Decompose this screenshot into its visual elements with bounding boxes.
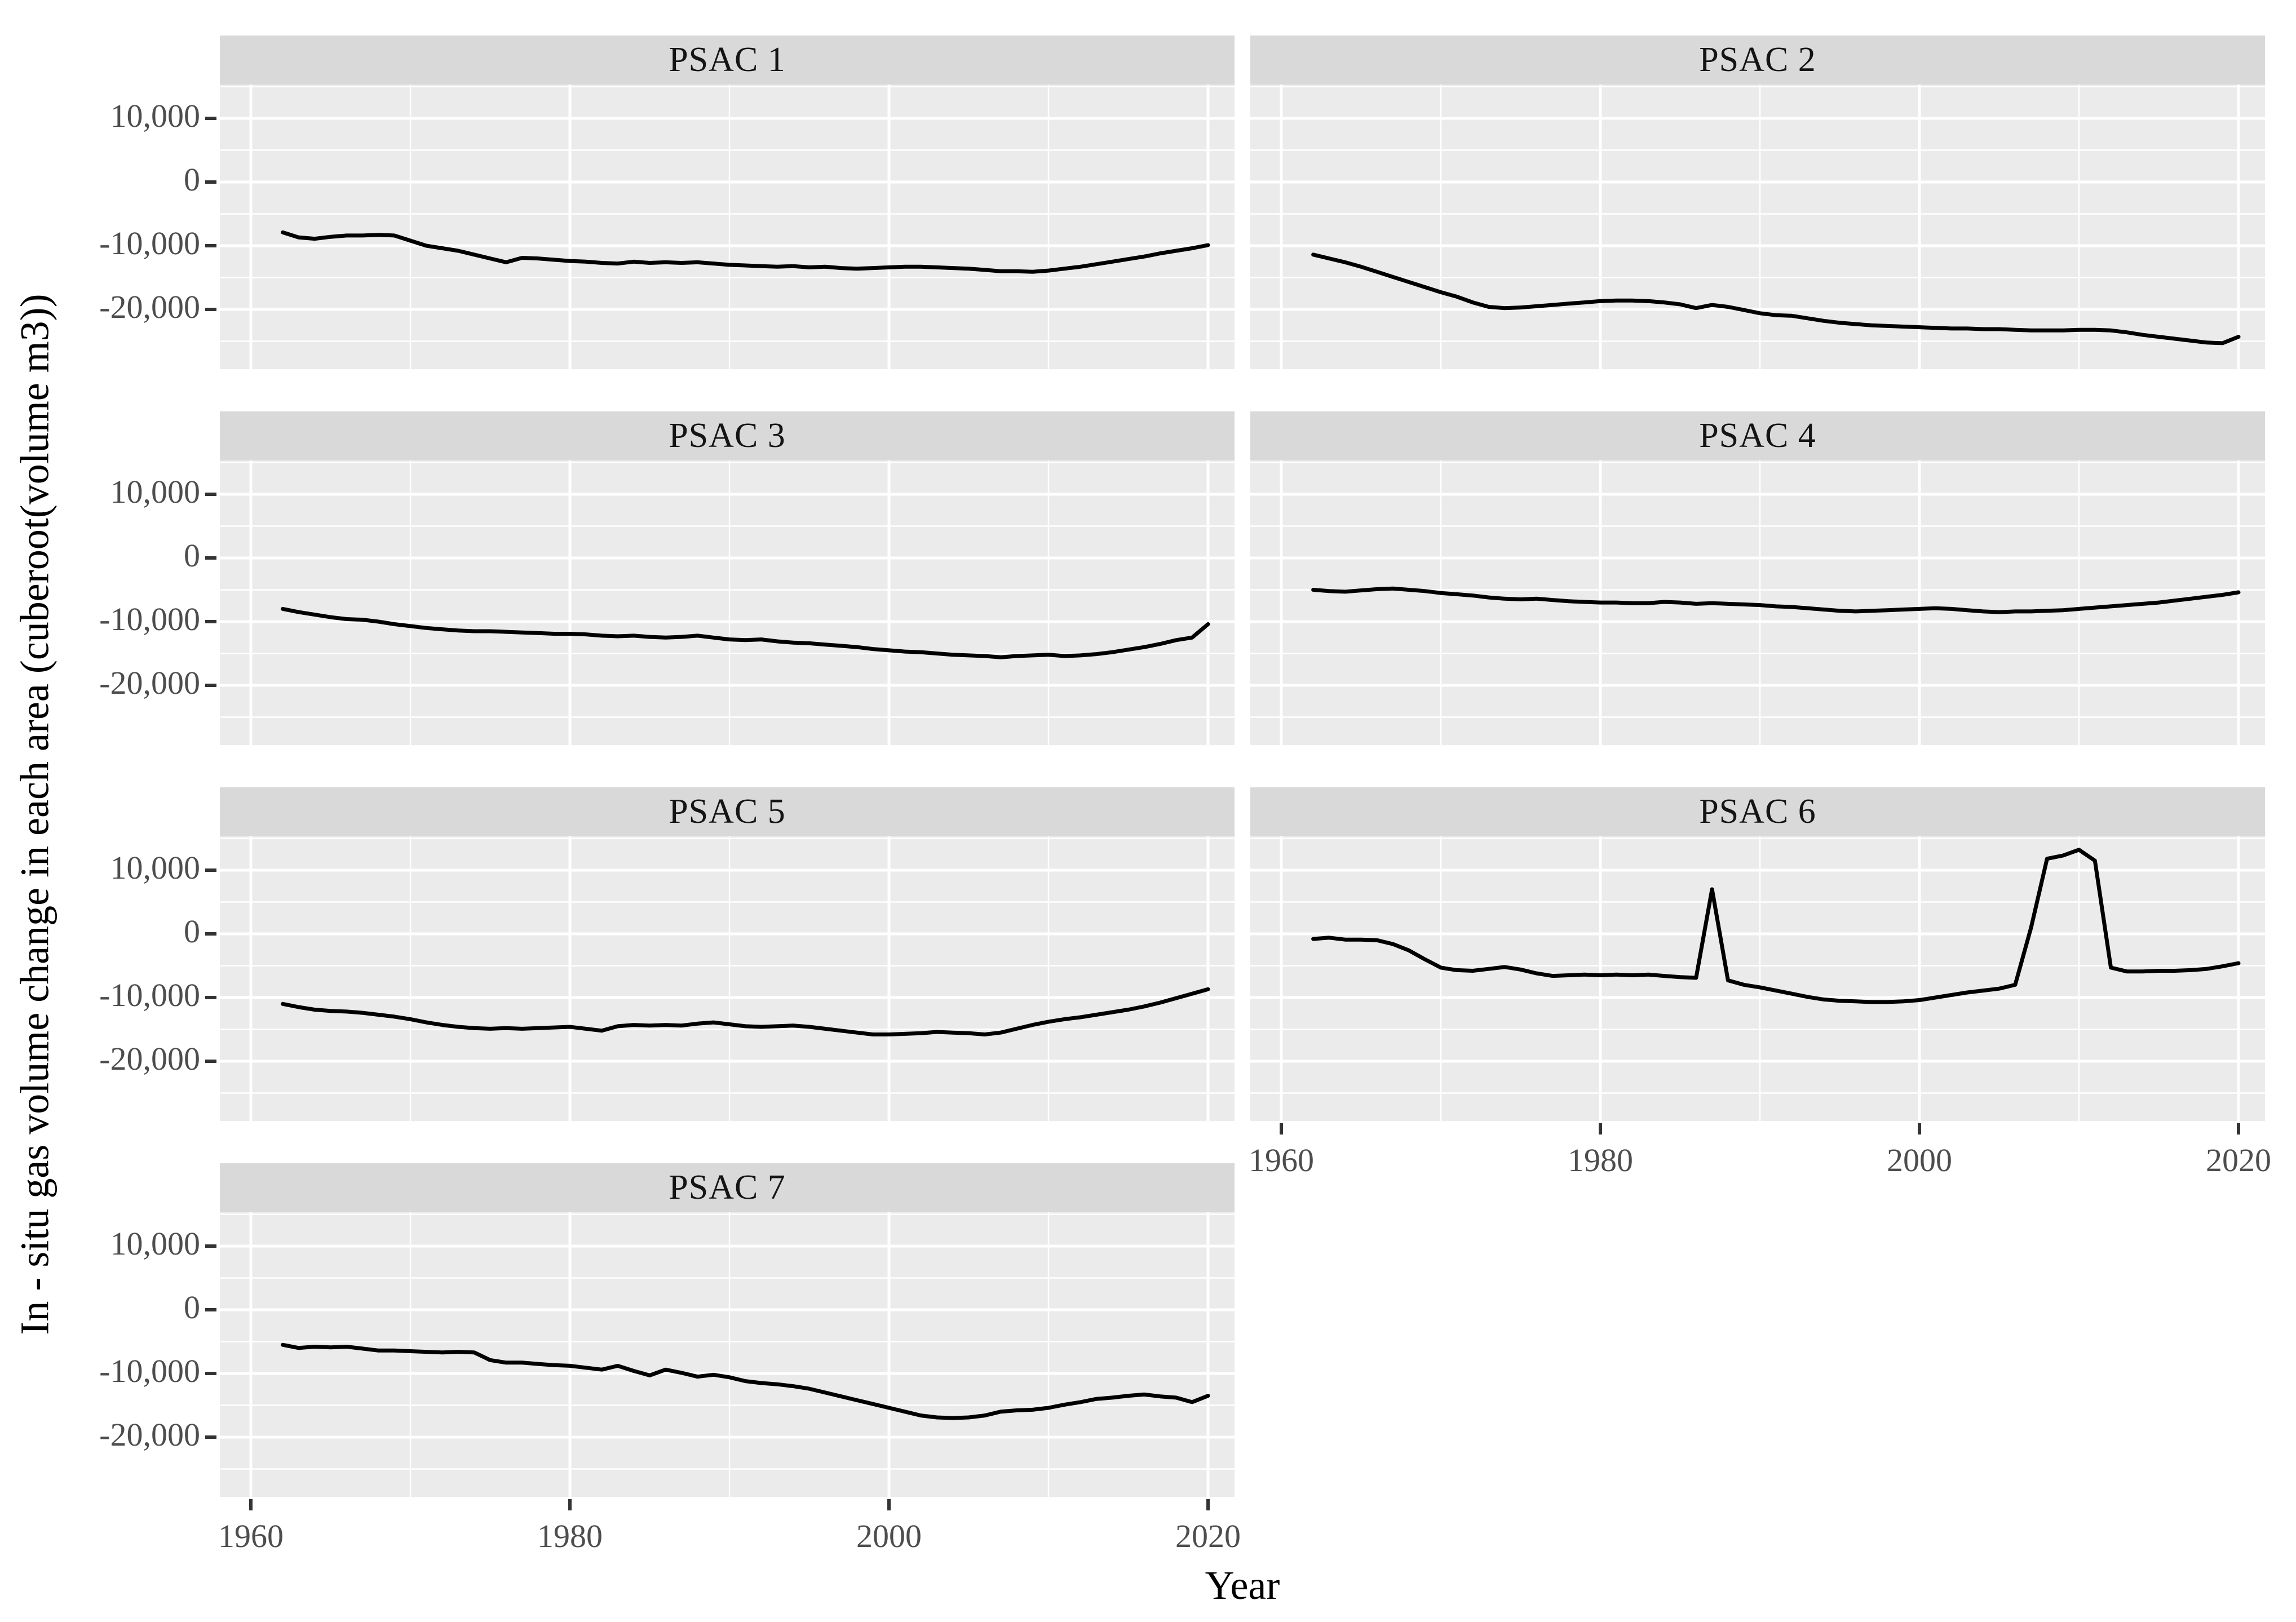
y-tick-mark (205, 1308, 216, 1311)
facet-panel-5 (220, 836, 1235, 1121)
y-tick-label: -10,000 (99, 977, 200, 1013)
y-tick-mark (205, 932, 216, 936)
y-tick-mark (205, 684, 216, 687)
x-tick-label: 2020 (2206, 1142, 2271, 1178)
x-tick-mark (568, 1499, 572, 1510)
facet-strip: PSAC 7 (220, 1163, 1235, 1212)
y-tick-mark (205, 1372, 216, 1375)
panel-background (1250, 836, 2265, 1121)
x-tick-mark (249, 1499, 253, 1510)
facet-strip: PSAC 6 (1250, 787, 2265, 836)
y-tick-label: 0 (184, 161, 200, 198)
y-tick-label: -10,000 (99, 601, 200, 637)
panel-background (220, 1212, 1235, 1497)
facet-strip: PSAC 2 (1250, 36, 2265, 85)
y-tick-label: 10,000 (110, 98, 201, 134)
series-line-psac-1 (281, 230, 1210, 274)
y-tick-mark (205, 244, 216, 247)
series-line-psac-3 (281, 606, 1210, 659)
y-tick-label: 0 (184, 1289, 200, 1326)
y-tick-mark (205, 996, 216, 999)
y-tick-mark (205, 556, 216, 560)
facet-strip: PSAC 4 (1250, 411, 2265, 460)
x-tick-label: 1960 (1249, 1142, 1314, 1178)
panel-background (1250, 460, 2265, 745)
y-tick-mark (205, 620, 216, 623)
y-tick-mark (205, 868, 216, 872)
y-tick-mark (205, 308, 216, 311)
y-tick-label: -10,000 (99, 225, 200, 262)
y-tick-label: 10,000 (110, 473, 201, 510)
facet-strip-label: PSAC 4 (1699, 416, 1816, 455)
x-tick-label: 1980 (1568, 1142, 1633, 1178)
y-tick-label: -20,000 (99, 289, 200, 325)
facet-panel-7 (220, 1212, 1235, 1497)
facet-strip-label: PSAC 5 (669, 792, 786, 831)
x-tick-label: 1980 (537, 1518, 603, 1554)
facet-panel-2 (1250, 85, 2265, 369)
x-tick-label: 1960 (218, 1518, 284, 1554)
series-line-psac-7 (281, 1342, 1210, 1420)
x-tick-mark (1599, 1123, 1602, 1134)
panel-background (1250, 85, 2265, 369)
x-tick-mark (1918, 1123, 1921, 1134)
x-tick-label: 2020 (1175, 1518, 1241, 1554)
facet-strip: PSAC 1 (220, 36, 1235, 85)
facet-panel-4 (1250, 460, 2265, 745)
panel-background (220, 85, 1235, 369)
facet-panel-1 (220, 85, 1235, 369)
facet-strip: PSAC 5 (220, 787, 1235, 836)
x-tick-label: 2000 (1887, 1142, 1952, 1178)
x-tick-mark (1280, 1123, 1283, 1134)
series-line-psac-5 (281, 987, 1210, 1036)
y-tick-mark (205, 493, 216, 496)
series-line-psac-2 (1311, 252, 2241, 345)
y-tick-label: -20,000 (99, 1416, 200, 1453)
y-tick-label: -10,000 (99, 1353, 200, 1389)
x-tick-label: 2000 (856, 1518, 922, 1554)
y-tick-mark (205, 180, 216, 184)
y-tick-mark (205, 117, 216, 120)
panel-background (220, 836, 1235, 1121)
x-axis-title: Year (1205, 1563, 1280, 1608)
facet-strip-label: PSAC 6 (1699, 792, 1816, 831)
y-tick-label: -20,000 (99, 1040, 200, 1077)
facet-strip: PSAC 3 (220, 411, 1235, 460)
x-tick-mark (887, 1499, 891, 1510)
y-tick-label: 0 (184, 913, 200, 950)
facet-panel-6 (1250, 836, 2265, 1121)
facet-strip-label: PSAC 2 (1699, 41, 1816, 79)
panel-background (220, 460, 1235, 745)
x-tick-mark (1206, 1499, 1210, 1510)
facet-strip-label: PSAC 1 (669, 41, 786, 79)
facet-panel-3 (220, 460, 1235, 745)
facet-strip-label: PSAC 3 (669, 416, 786, 455)
y-tick-label: 0 (184, 537, 200, 574)
x-tick-mark (2237, 1123, 2240, 1134)
y-tick-mark (205, 1435, 216, 1439)
y-tick-mark (205, 1244, 216, 1248)
y-axis-title: In - situ gas volume change in each area… (12, 294, 57, 1335)
series-line-psac-4 (1311, 586, 2241, 614)
series-line-psac-6 (1311, 848, 2241, 1004)
y-tick-mark (205, 1060, 216, 1063)
y-tick-label: 10,000 (110, 849, 201, 886)
y-tick-label: -20,000 (99, 664, 200, 701)
facet-strip-label: PSAC 7 (669, 1168, 786, 1207)
y-tick-label: 10,000 (110, 1225, 201, 1262)
